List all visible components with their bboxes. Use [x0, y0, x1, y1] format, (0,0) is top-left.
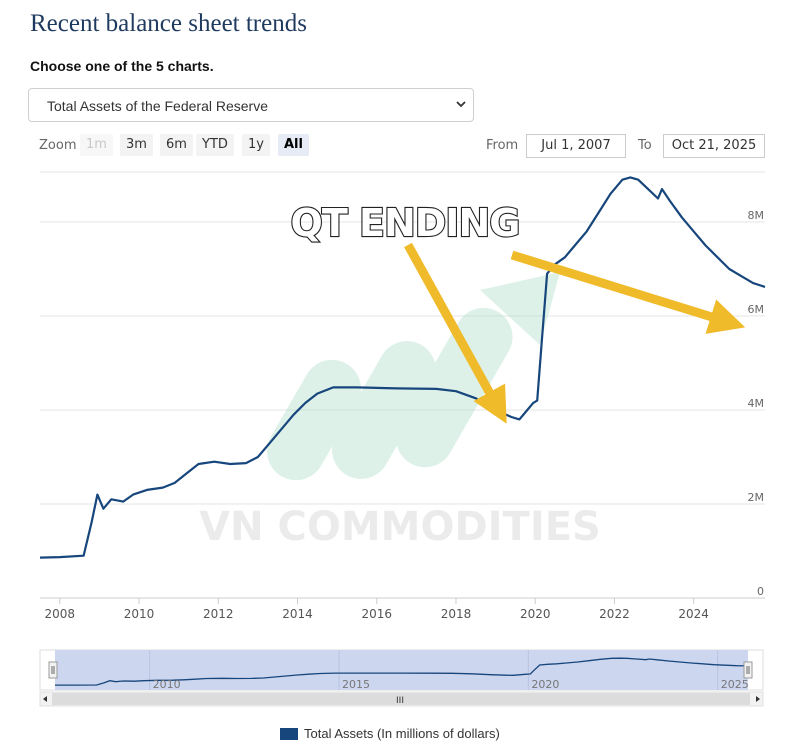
- navigator-year-label: 2010: [153, 678, 181, 691]
- gridlines: [40, 221, 765, 599]
- page-title: Recent balance sheet trends: [30, 10, 307, 37]
- navigator-year-label: 2020: [531, 678, 559, 691]
- to-date-input[interactable]: Oct 21, 2025: [663, 134, 765, 158]
- from-label: From: [486, 138, 519, 153]
- y-tick-label: 6M: [748, 303, 765, 316]
- series-line-total-assets: [39, 176, 766, 559]
- x-tick-label: 2016: [361, 607, 392, 621]
- chart-select[interactable]: Total Assets of the Federal Reserve: [28, 88, 474, 122]
- navigator-series-line: [55, 657, 749, 686]
- navigator[interactable]: 2010 2015 2020 2025 III: [0, 648, 800, 708]
- x-tick-label: 2014: [282, 607, 313, 621]
- zoom-1y-button[interactable]: 1y: [242, 134, 270, 156]
- watermark-text: VN COMMODITIES: [199, 504, 601, 550]
- chart-chooser-prompt: Choose one of the 5 charts.: [30, 58, 214, 74]
- x-tick-label: 2024: [678, 607, 709, 621]
- scrollbar-grip: III: [396, 696, 404, 706]
- zoom-6m-button[interactable]: 6m: [160, 134, 193, 156]
- y-tick-label: 8M: [748, 209, 765, 222]
- zoom-1m-button[interactable]: 1m: [80, 134, 113, 156]
- x-tick-label: 2022: [599, 607, 630, 621]
- legend-swatch: [280, 728, 298, 740]
- navigator-year-label: 2015: [342, 678, 370, 691]
- y-axis: 0 2M 4M 6M 8M: [748, 209, 765, 598]
- x-tick-label: 2008: [45, 607, 76, 621]
- y-tick-label: 0: [757, 585, 764, 598]
- navigator-scrollbar[interactable]: III: [39, 691, 764, 707]
- scroll-right-icon[interactable]: [756, 696, 760, 702]
- watermark: VN COMMODITIES: [199, 272, 601, 550]
- x-axis: 2008 2010 2012 2014 2016 2018 2020 2022 2024: [45, 598, 709, 621]
- from-date-input[interactable]: Jul 1, 2007: [526, 134, 626, 158]
- qt-ending-annotation: QT ENDING: [291, 201, 520, 245]
- chart-select-value: Total Assets of the Federal Reserve: [47, 98, 268, 114]
- zoom-3m-button[interactable]: 3m: [120, 134, 153, 156]
- navigator-selection[interactable]: [55, 650, 748, 690]
- navigator-left-handle[interactable]: [48, 661, 58, 679]
- x-tick-label: 2012: [203, 607, 234, 621]
- zoom-all-button[interactable]: All: [278, 134, 309, 156]
- arrow-to-qt-end: [404, 242, 507, 424]
- legend-label: Total Assets (In millions of dollars): [304, 726, 500, 741]
- arrow-to-current: [510, 250, 746, 334]
- zoom-ytd-button[interactable]: YTD: [196, 134, 234, 156]
- x-tick-label: 2020: [520, 607, 551, 621]
- navigator-year-label: 2025: [721, 678, 749, 691]
- zoom-label: Zoom: [39, 138, 77, 153]
- y-tick-label: 4M: [748, 397, 765, 410]
- chevron-down-icon: [456, 101, 466, 108]
- navigator-right-handle[interactable]: [743, 661, 753, 679]
- to-label: To: [638, 138, 652, 153]
- y-tick-label: 2M: [748, 491, 765, 504]
- scroll-left-icon[interactable]: [43, 696, 47, 702]
- x-tick-label: 2010: [124, 607, 155, 621]
- x-tick-label: 2018: [441, 607, 472, 621]
